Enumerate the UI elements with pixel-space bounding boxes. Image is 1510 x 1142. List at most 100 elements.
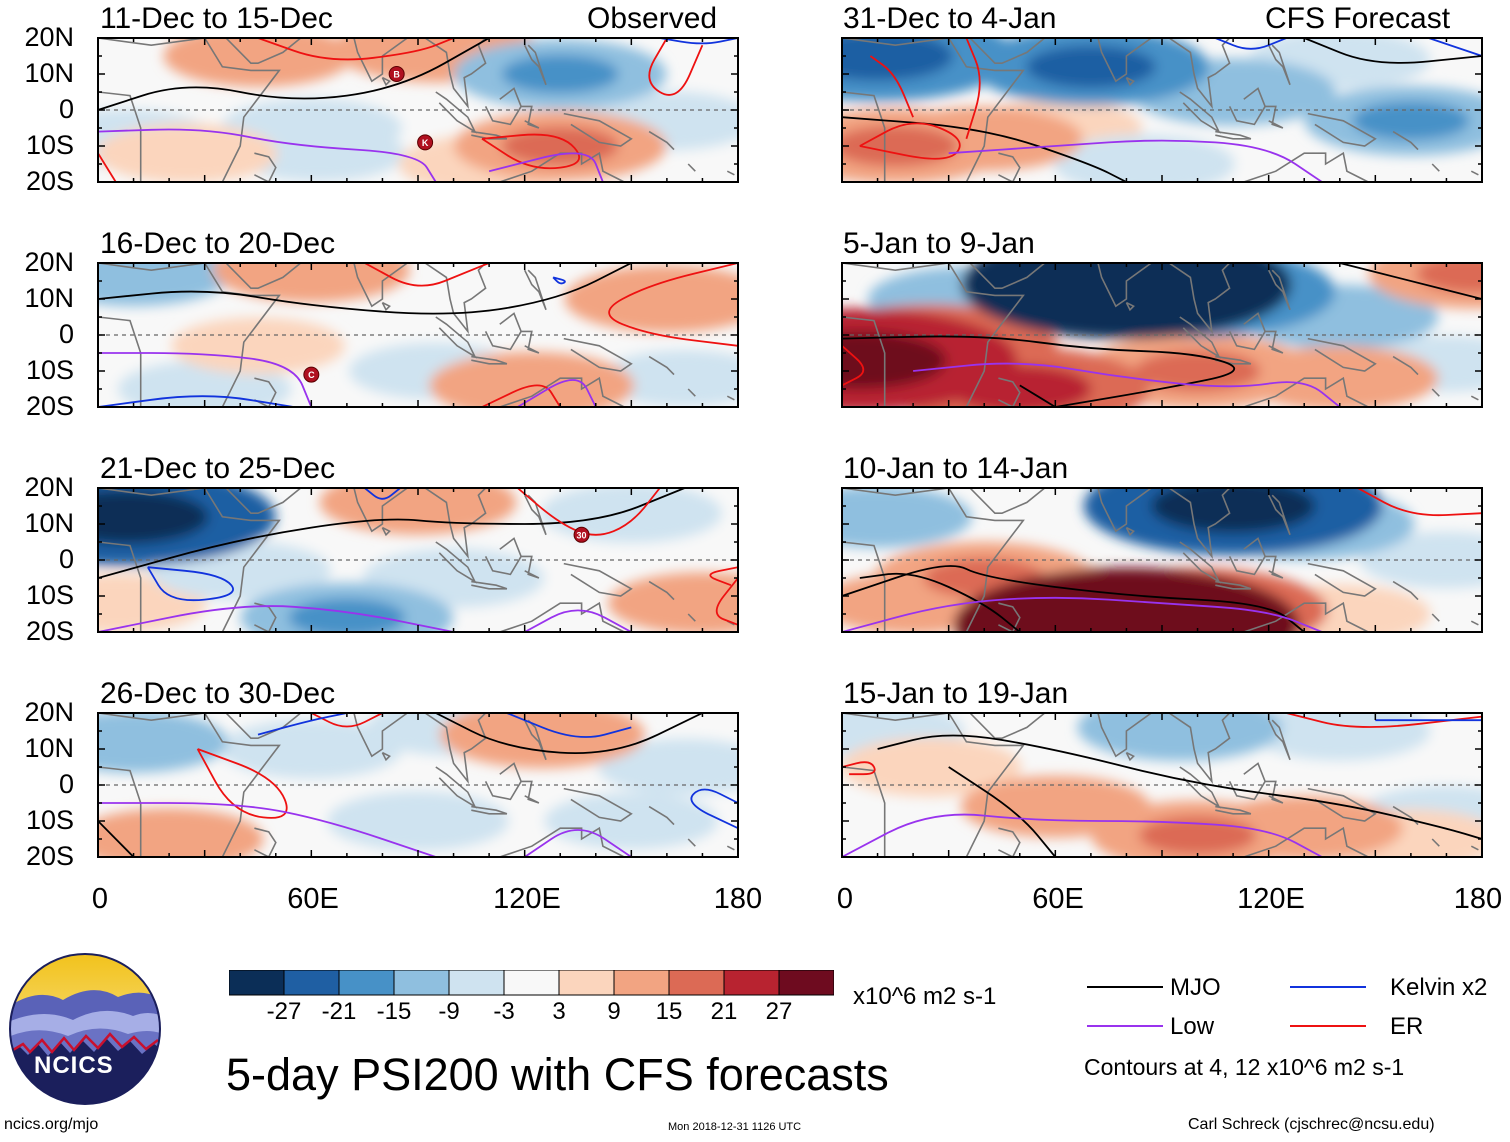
lon-tick-right-120e: 120E [1237, 883, 1305, 915]
legend-mjo-label: MJO [1170, 974, 1221, 1001]
coastline [1228, 312, 1266, 351]
coastline [1179, 91, 1221, 134]
colorbar-tick-label: -3 [493, 998, 515, 1025]
panel-1-label: Observed [587, 2, 718, 35]
anomaly-blob [220, 719, 402, 779]
colorbar-tick-label: -9 [438, 998, 460, 1025]
anomaly-core [842, 125, 959, 167]
coastline [1168, 713, 1231, 785]
colorbar-tick-label: -27 [266, 998, 302, 1025]
anomaly-blob [212, 263, 410, 303]
coastline [424, 488, 487, 560]
low-contour [517, 379, 597, 407]
low-contour [842, 813, 1323, 857]
legend-kelvin-label: Kelvin x2 [1390, 974, 1488, 1001]
coastline [1083, 488, 1152, 533]
coastline [969, 38, 1046, 64]
anomaly-core [1025, 45, 1156, 89]
anomaly-core [1031, 593, 1222, 632]
lat-tick-label: 10N [24, 508, 74, 538]
coastline [969, 488, 1046, 514]
lon-tick-left-180: 180 [713, 883, 763, 915]
coastline [499, 151, 625, 182]
coastline [1392, 805, 1419, 826]
coastline [435, 316, 477, 359]
coastline [1168, 38, 1231, 110]
low-contour [524, 829, 632, 857]
coastline [1243, 151, 1369, 182]
lat-tick-label: 10N [24, 283, 74, 313]
anomaly-blob [597, 738, 738, 796]
er-contour [842, 761, 876, 776]
coastline [1243, 826, 1369, 857]
er-contour [1286, 713, 1482, 728]
low-contour [842, 596, 1323, 632]
coastline [1265, 105, 1284, 129]
coastline [1265, 555, 1284, 579]
colorbar [229, 970, 834, 996]
mjo-contour [98, 488, 686, 579]
colorbar-tick-label: 15 [655, 998, 683, 1025]
colorbar-tick-label: 9 [607, 998, 621, 1025]
lat-tick-label: 20N [24, 697, 74, 727]
coastline [563, 787, 633, 822]
coastline [1243, 601, 1369, 632]
coastline [1431, 388, 1440, 397]
mjo-contour [842, 116, 1127, 182]
mjo-contour [98, 820, 135, 857]
kelvin-contour [257, 713, 348, 736]
lat-tick-label: 20N [24, 247, 74, 277]
coastline [254, 152, 277, 182]
panel-3-map: 30 [97, 487, 739, 633]
coastline [435, 541, 477, 584]
coastline [98, 488, 281, 632]
coastline [1267, 494, 1291, 536]
coastline [484, 312, 522, 351]
coastline [1083, 713, 1152, 758]
anomaly-blob [842, 737, 1022, 797]
er-contour [481, 384, 561, 407]
mjo-contour [1019, 384, 1056, 407]
footer-url[interactable]: ncics.org/mjo [4, 1116, 99, 1133]
coastline [1267, 44, 1291, 86]
coastline [1470, 395, 1479, 401]
coastline [484, 87, 522, 126]
panel-6-map [841, 262, 1483, 408]
colorbar-swatch [558, 970, 615, 996]
er-contour [869, 55, 914, 118]
coastline [471, 130, 508, 140]
legend-er-label: ER [1390, 1013, 1424, 1040]
coastline [339, 263, 408, 308]
coastline [523, 719, 547, 761]
low-contour [98, 128, 437, 182]
lat-tick-label: 10S [25, 355, 74, 385]
coastline [1307, 337, 1377, 372]
colorbar-tick-label: 3 [552, 998, 566, 1025]
coastline [1392, 130, 1419, 151]
lat-tick-label: 0 [58, 544, 74, 574]
coastline [1125, 751, 1135, 762]
coastline [523, 269, 547, 311]
anomaly-core [288, 598, 406, 632]
legend-lines [1087, 986, 1366, 1027]
coastline [424, 713, 487, 785]
er-contour [481, 133, 581, 170]
coastline [563, 562, 633, 597]
lat-tick-label: 20S [25, 391, 74, 421]
anomaly-blob [842, 488, 973, 548]
coastline [842, 38, 1025, 182]
storm-marker: 30 [573, 526, 590, 543]
lon-tick-right-180: 180 [1453, 883, 1503, 915]
anomaly-core [501, 54, 619, 94]
colorbar-swatch [338, 970, 395, 996]
coastline [1125, 301, 1135, 312]
lat-tick-label: 20N [24, 22, 74, 52]
lon-tick-left-60e: 60E [287, 883, 339, 915]
colorbar-units: x10^6 m2 s-1 [853, 983, 997, 1010]
storm-label: C [308, 370, 315, 380]
panel-5-label: CFS Forecast [1265, 2, 1451, 35]
panel-7-map [841, 487, 1483, 633]
coastline [1431, 613, 1440, 622]
coastline [435, 91, 477, 134]
coastline [726, 170, 735, 176]
